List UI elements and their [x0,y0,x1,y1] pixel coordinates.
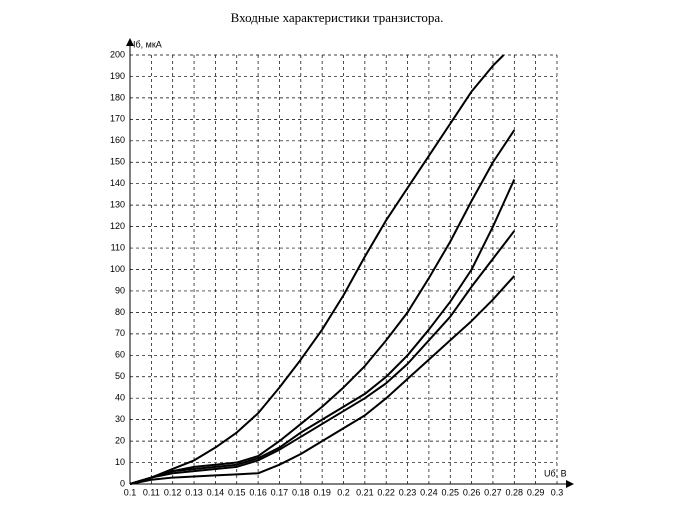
y-tick-label: 110 [111,242,125,252]
y-tick-label: 180 [110,92,125,102]
y-tick-label: 70 [115,328,125,338]
x-tick-label: 0.21 [356,487,374,497]
line-series [129,178,516,485]
y-tick-label: 40 [115,393,125,403]
x-tick-label: 0.16 [249,487,267,497]
y-tick-label: 60 [115,350,125,360]
chart-title: Входные характеристики транзистора. [231,10,444,25]
y-tick-label: 130 [110,200,125,210]
x-tick-label: 0.17 [271,487,289,497]
x-tick-label: 0.12 [164,487,182,497]
y-tick-label: 140 [110,178,125,188]
x-tick-label: 0.13 [185,487,203,497]
x-arrow [566,480,574,488]
line-series [129,230,516,485]
x-tick-label: 0.1 [124,487,137,497]
x-tick-label: 0.3 [551,487,564,497]
y-axis-label: Iб, мкА [133,39,162,49]
x-tick-label: 0.27 [484,487,502,497]
x-tick-label: 0.23 [399,487,417,497]
x-tick-label: 0.28 [506,487,524,497]
x-tick-label: 0.26 [463,487,481,497]
y-tick-label: 160 [110,135,125,145]
y-tick-label: 170 [110,114,125,124]
y-tick-label: 50 [115,371,125,381]
y-tick-label: 90 [115,285,125,295]
x-tick-label: 0.22 [377,487,395,497]
y-tick-label: 100 [110,264,125,274]
y-tick-label: 0 [120,478,125,488]
x-tick-label: 0.18 [292,487,310,497]
y-arrow [126,38,134,46]
x-tick-label: 0.14 [207,487,225,497]
line-series [129,275,516,485]
x-axis-label: Uб, В [544,468,567,478]
x-tick-label: 0.29 [527,487,545,497]
y-tick-label: 80 [115,307,125,317]
y-tick-label: 120 [110,221,125,231]
x-tick-label: 0.15 [228,487,246,497]
y-tick-label: 200 [110,49,125,59]
line-series [129,54,505,485]
line-series [129,129,516,485]
x-tick-label: 0.25 [441,487,459,497]
y-tick-label: 10 [115,457,125,467]
y-tick-label: 20 [115,435,125,445]
y-tick-label: 150 [110,157,125,167]
y-tick-label: 190 [110,71,125,81]
x-tick-label: 0.2 [337,487,350,497]
x-tick-label: 0.24 [420,487,438,497]
y-tick-label: 30 [115,414,125,424]
x-tick-label: 0.11 [143,487,160,497]
x-tick-label: 0.19 [313,487,331,497]
